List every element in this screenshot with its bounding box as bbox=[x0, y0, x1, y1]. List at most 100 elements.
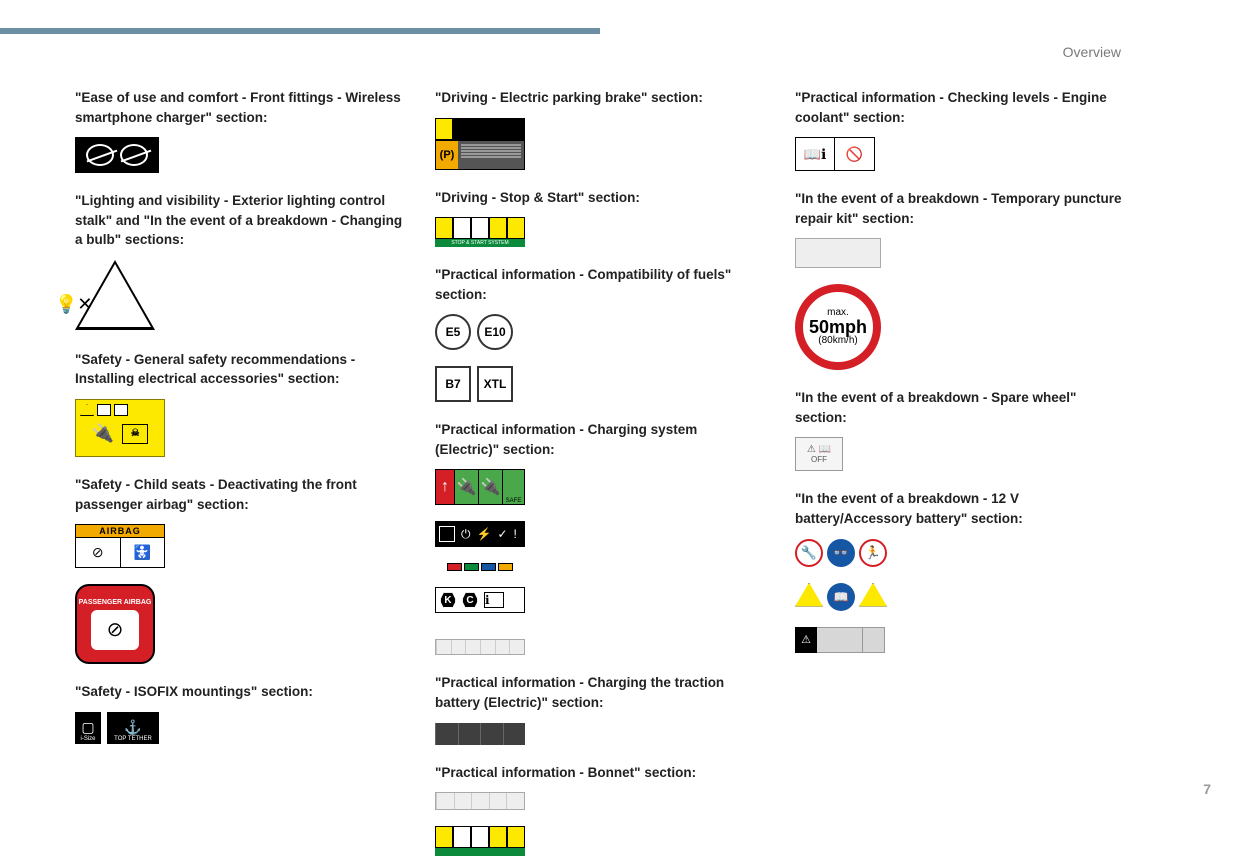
bonnet-icon-row-2 bbox=[435, 826, 765, 856]
spare-wheel-off-text: OFF bbox=[811, 455, 827, 464]
speed-limit-icon-row: max. 50mph (80km/h) bbox=[795, 284, 1125, 370]
goggles-icon: 👓 bbox=[827, 539, 855, 567]
section-title: "In the event of a breakdown - Spare whe… bbox=[795, 388, 1125, 427]
section-title: "Ease of use and comfort - Front fitting… bbox=[75, 88, 405, 127]
section-title: "Safety - Child seats - Deactivating the… bbox=[75, 475, 405, 514]
no-running-icon: 🏃 bbox=[859, 539, 887, 567]
section-title: "Practical information - Charging system… bbox=[435, 420, 765, 459]
no-tools-icon: 🔧 bbox=[795, 539, 823, 567]
battery-accessory-strip-icon: ⚠ bbox=[795, 627, 885, 653]
max-speed-sign-icon: max. 50mph (80km/h) bbox=[795, 284, 881, 370]
page-section-label: Overview bbox=[1063, 44, 1121, 60]
isize-text: i-Size bbox=[80, 736, 95, 742]
fuel-row-1: E5 E10 bbox=[435, 314, 765, 350]
hex-c-icon: C bbox=[462, 592, 478, 608]
section-title: "Driving - Electric parking brake" secti… bbox=[435, 88, 765, 108]
stop-start-label-icon: STOP & START SYSTEM bbox=[435, 239, 525, 247]
parking-brake-icon-row: (P) bbox=[435, 118, 765, 170]
section-title: "Practical information - Bonnet" section… bbox=[435, 763, 765, 783]
charging-safe-text: SAFE bbox=[502, 470, 524, 504]
parking-brake-label-icon: (P) bbox=[435, 140, 525, 170]
charging-system-icon-row-2b bbox=[435, 563, 765, 571]
wireless-charger-icons bbox=[75, 137, 405, 173]
isofix-icon-row: ▢ i-Size ⚓ TOP TETHER bbox=[75, 712, 405, 744]
passenger-airbag-arc-text: PASSENGER AIRBAG bbox=[79, 599, 152, 606]
charging-system-icon-row-2: ⏻⚡✓! bbox=[435, 521, 765, 547]
spare-wheel-sticker-icon: ⚠ 📖 OFF bbox=[795, 437, 843, 471]
top-accent-bar bbox=[0, 28, 600, 34]
section-title: "Practical information - Checking levels… bbox=[795, 88, 1125, 127]
hex-k-icon: K bbox=[440, 592, 456, 608]
section-title: "In the event of a breakdown - Temporary… bbox=[795, 189, 1125, 228]
traction-battery-sticker-icon bbox=[435, 723, 525, 745]
passenger-airbag-inner-icon: ⊘ bbox=[91, 610, 139, 650]
airbag-off-icon: ⊘ bbox=[76, 538, 120, 567]
mph-sub-text: (80km/h) bbox=[818, 336, 857, 346]
bonnet-icon-row-1 bbox=[435, 792, 765, 810]
top-tether-text: TOP TETHER bbox=[114, 736, 152, 742]
section-title: "Driving - Stop & Start" section: bbox=[435, 188, 765, 208]
section-title: "Safety - General safety recommendations… bbox=[75, 350, 405, 389]
bonnet-strip-icon bbox=[435, 826, 525, 848]
charging-kc-strip-icon: K C ℹ bbox=[435, 587, 525, 613]
fuel-e5-icon: E5 bbox=[435, 314, 471, 350]
section-title: "Practical information - Compatibility o… bbox=[435, 265, 765, 304]
content-columns: "Ease of use and comfort - Front fitting… bbox=[75, 82, 1166, 862]
section-title: "Lighting and visibility - Exterior ligh… bbox=[75, 191, 405, 250]
spare-wheel-icon-row: ⚠ 📖 OFF bbox=[795, 437, 1125, 471]
battery-warning-cell-icon: ⚠ bbox=[795, 627, 817, 653]
coolant-icon-row: 📖ℹ 🚫 bbox=[795, 137, 1125, 171]
parking-brake-p-symbol: (P) bbox=[436, 141, 458, 169]
section-title: "Practical information - Charging the tr… bbox=[435, 673, 765, 712]
passenger-airbag-red-sticker-icon: PASSENGER AIRBAG ⊘ bbox=[75, 584, 155, 664]
isize-label-icon: ▢ i-Size bbox=[75, 712, 101, 744]
wireless-charger-sticker-icon bbox=[75, 137, 159, 173]
airbag-body-icon: ⊘ 🚼 bbox=[75, 538, 165, 568]
coolant-manual-icon: 📖ℹ bbox=[795, 137, 835, 171]
puncture-kit-icon-row bbox=[795, 238, 1125, 268]
battery-warning-2-icon bbox=[859, 583, 887, 607]
bonnet-sticker-1-icon bbox=[435, 792, 525, 810]
column-1: "Ease of use and comfort - Front fitting… bbox=[75, 82, 405, 862]
parking-brake-header-strip-icon bbox=[435, 118, 525, 140]
fuel-row-2: B7 XTL bbox=[435, 366, 765, 402]
stop-start-icon-row: STOP & START SYSTEM bbox=[435, 217, 765, 247]
misc-sticker-icon bbox=[435, 639, 525, 655]
section-title: "In the event of a breakdown - 12 V batt… bbox=[795, 489, 1125, 528]
battery-icon-row-2: 📖 bbox=[795, 583, 1125, 611]
charging-indicator-strip-icon: ⏻⚡✓! bbox=[435, 521, 525, 547]
airbag-seat-icon: 🚼 bbox=[120, 538, 165, 567]
mph-main-text: 50mph bbox=[809, 318, 867, 336]
traction-battery-icon-row bbox=[435, 723, 765, 745]
puncture-kit-sticker-icon bbox=[795, 238, 881, 268]
coolant-no-open-icon: 🚫 bbox=[835, 137, 875, 171]
fuel-e10-icon: E10 bbox=[477, 314, 513, 350]
section-title: "Safety - ISOFIX mountings" section: bbox=[75, 682, 405, 702]
battery-manual-icon: 📖 bbox=[827, 583, 855, 611]
coolant-sticker-icon: 📖ℹ 🚫 bbox=[795, 137, 875, 171]
battery-icon-row-3: ⚠ bbox=[795, 627, 1125, 653]
electrical-warning-sticker-icon: 🔌 ☠ bbox=[75, 399, 165, 457]
fuel-xtl-icon: XTL bbox=[477, 366, 513, 402]
battery-prohibition-trio-icon: 🔧 👓 🏃 bbox=[795, 539, 887, 567]
column-3: "Practical information - Checking levels… bbox=[795, 82, 1125, 862]
stop-start-strip-icon bbox=[435, 217, 525, 239]
battery-warning-trio-icon: 📖 bbox=[795, 583, 887, 611]
charging-system-icon-row-1: ↑ 🔌 🔌 SAFE bbox=[435, 469, 765, 505]
passenger-airbag-icon-row: PASSENGER AIRBAG ⊘ bbox=[75, 584, 405, 664]
column-2: "Driving - Electric parking brake" secti… bbox=[435, 82, 765, 862]
bulb-warning-icon-row: 💡✕ bbox=[75, 260, 405, 332]
charging-safe-sticker-icon: ↑ 🔌 🔌 SAFE bbox=[435, 469, 525, 505]
battery-icon-row-1: 🔧 👓 🏃 bbox=[795, 539, 1125, 567]
charging-color-dots-icon bbox=[435, 563, 525, 571]
airbag-header-icon: AIRBAG bbox=[75, 524, 165, 538]
top-tether-label-icon: ⚓ TOP TETHER bbox=[107, 712, 159, 744]
small-sticker-icon-row bbox=[435, 639, 765, 655]
electrical-accessories-icon-row: 🔌 ☠ bbox=[75, 399, 405, 457]
fuel-b7-icon: B7 bbox=[435, 366, 471, 402]
airbag-label-icon-row: AIRBAG ⊘ 🚼 bbox=[75, 524, 405, 568]
charging-system-icon-row-3: K C ℹ bbox=[435, 587, 765, 613]
battery-warning-1-icon bbox=[795, 583, 823, 607]
bonnet-green-strip-icon bbox=[435, 848, 525, 856]
page-number: 7 bbox=[1203, 781, 1211, 797]
